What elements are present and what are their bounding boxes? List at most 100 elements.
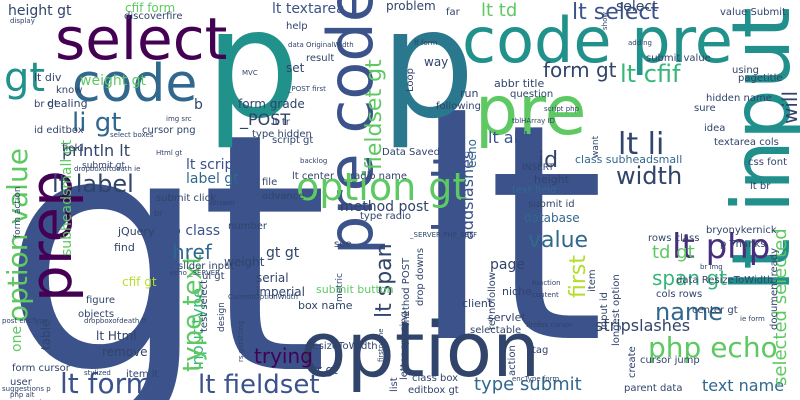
- cloud-word: letter spacing: [399, 311, 410, 380]
- cloud-word: method post: [340, 199, 429, 215]
- cloud-word: form gt: [543, 58, 617, 82]
- cloud-word: action: [507, 345, 518, 376]
- cloud-word: CurrentOptionWidth: [228, 293, 298, 301]
- cloud-word: gt: [0, 63, 329, 400]
- cloud-word: pagetitle: [738, 73, 783, 84]
- cloud-word: echo _SERVER: [170, 269, 221, 277]
- cloud-word: following: [436, 101, 481, 112]
- cloud-word: rel nofollow: [487, 272, 498, 330]
- cloud-word: lt label: [52, 170, 134, 198]
- cloud-word: design: [217, 302, 227, 332]
- cloud-word: lt br: [750, 181, 771, 192]
- cloud-word: using: [732, 65, 760, 76]
- cloud-word: href: [172, 240, 212, 264]
- cloud-word: br gt: [34, 99, 58, 110]
- cloud-word: lt abbr: [488, 128, 541, 147]
- cloud-word: servlet: [488, 311, 526, 324]
- cloud-word: find: [114, 241, 135, 254]
- cloud-word: img src: [166, 115, 192, 123]
- cloud-word: bryonykernick: [706, 225, 777, 236]
- cloud-word: text name: [702, 376, 785, 395]
- cloud-word: height gt: [8, 3, 72, 19]
- cloud-word: _POST first: [288, 85, 326, 93]
- cloud-word: lt span: [372, 243, 397, 318]
- cloud-word: gt gt: [266, 245, 300, 261]
- cloud-word: println lt: [62, 141, 130, 160]
- cloud-word: gt: [4, 55, 46, 101]
- cloud-word: br: [154, 209, 163, 218]
- cloud-word: content: [532, 291, 559, 299]
- cloud-word: cursor png: [142, 125, 196, 136]
- cloud-word: pre: [475, 72, 587, 151]
- cloud-word: answer: [210, 199, 236, 207]
- cloud-word: problem: [386, 0, 436, 13]
- cloud-word: INSERT: [522, 163, 554, 173]
- cloud-word: type submit: [474, 374, 582, 395]
- cloud-word: function: [532, 279, 561, 287]
- cloud-word: tag: [532, 345, 549, 356]
- cloud-word: encType form: [512, 375, 560, 383]
- cloud-word: cfif form: [125, 1, 176, 15]
- cloud-word: test select: [199, 279, 210, 332]
- cloud-word: submit button: [316, 283, 394, 296]
- cloud-word: Loop: [405, 68, 416, 92]
- cloud-word: form grade: [238, 97, 305, 111]
- cloud-word: value: [528, 228, 589, 253]
- cloud-word: help: [286, 21, 308, 32]
- cloud-word: want: [591, 135, 601, 158]
- cloud-word: lt: [410, 60, 605, 400]
- cloud-word: php echo: [648, 331, 778, 364]
- cloud-word: textarea cols: [714, 137, 779, 148]
- cloud-word: option gt: [296, 165, 468, 209]
- cloud-word: p Thanks: [720, 239, 766, 250]
- cloud-word: lt tr: [272, 117, 290, 128]
- cloud-word: tblHArray ID: [512, 117, 555, 125]
- cloud-word: class box: [412, 373, 459, 384]
- cloud-word: type hidden: [252, 129, 312, 140]
- cloud-word: number: [228, 221, 268, 232]
- cloud-word: lt script: [186, 157, 239, 173]
- cloud-word: niche: [502, 285, 532, 298]
- cloud-word: slider input: [178, 261, 235, 272]
- cloud-word: rows class: [648, 233, 700, 244]
- cloud-word: p class: [172, 223, 221, 239]
- cloud-word: text field: [512, 185, 557, 196]
- cloud-word: center gt: [692, 305, 738, 316]
- cloud-word: box name: [298, 299, 353, 312]
- cloud-word: lt cfif: [620, 60, 681, 88]
- cloud-word: lt php: [672, 227, 771, 267]
- cloud-word: form cursor: [12, 363, 70, 374]
- cloud-word: form action: [13, 186, 23, 238]
- cloud-word: far: [446, 7, 460, 18]
- cloud-word: lt center: [292, 171, 335, 182]
- cloud-word: php alt: [10, 391, 35, 399]
- cloud-word: input id: [599, 291, 610, 330]
- cloud-word: b: [194, 97, 203, 113]
- cloud-word: file: [262, 177, 278, 188]
- cloud-word: script gt: [272, 135, 314, 146]
- cloud-word: option: [300, 305, 541, 394]
- cloud-word: Html gt: [156, 149, 183, 157]
- cloud-word: stylized: [84, 369, 111, 377]
- cloud-word: lt textarea: [272, 1, 345, 17]
- cloud-word: adding: [628, 39, 653, 47]
- cloud-word: radio name: [350, 171, 408, 182]
- cloud-word: ResizeToWidth: [306, 341, 378, 352]
- cloud-word: client: [462, 297, 493, 310]
- cloud-word: dropboxofdeath ff: [84, 317, 147, 325]
- cloud-word: suggestions p: [2, 385, 51, 393]
- cloud-word: data ResizeToWidth: [676, 275, 774, 286]
- cloud-word: serial: [256, 271, 289, 285]
- cloud-word: Data Saved: [382, 147, 440, 158]
- cloud-word: know: [56, 85, 83, 96]
- cloud-word: tr gt: [312, 363, 338, 377]
- cloud-word: weight gt: [80, 73, 147, 89]
- cloud-word: jQuery: [118, 225, 155, 238]
- cloud-word: width: [616, 162, 683, 190]
- cloud-word: result: [306, 53, 335, 64]
- cloud-word: one: [9, 325, 25, 352]
- cloud-word: item: [587, 269, 598, 292]
- cloud-word: advance: [262, 191, 305, 202]
- cloud-word: lt select: [572, 0, 660, 25]
